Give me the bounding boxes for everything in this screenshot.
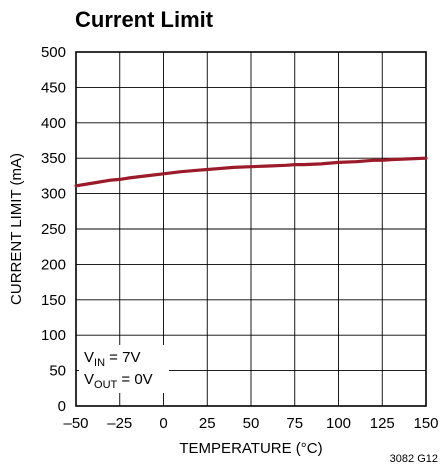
y-tick-label: 250 [41, 221, 66, 238]
x-tick-label: 150 [413, 415, 438, 432]
series-line [74, 156, 428, 188]
y-tick-label: 300 [41, 186, 66, 203]
figure-code: 3082 G12 [390, 453, 438, 465]
x-tick-label: 50 [243, 415, 260, 432]
x-tick-label: 125 [370, 415, 395, 432]
y-tick-label: 350 [41, 150, 66, 167]
y-tick-labels: 0 50 100 150 200 250 300 350 400 450 500 [41, 44, 66, 415]
y-tick-label: 400 [41, 115, 66, 132]
x-tick-label: 25 [199, 415, 216, 432]
y-tick-label: 150 [41, 292, 66, 309]
annotation-vout: VOUT = 0V [84, 371, 153, 391]
x-tick-label: –50 [63, 415, 88, 432]
data-series [74, 156, 428, 188]
annotation-box [79, 345, 169, 393]
x-axis-label: TEMPERATURE (°C) [179, 440, 322, 457]
y-tick-label: 50 [49, 363, 66, 380]
y-tick-label: 0 [58, 398, 66, 415]
y-tick-label: 500 [41, 44, 66, 61]
annotation-vin: VIN = 7V [84, 349, 140, 369]
grid-lines [76, 52, 426, 406]
y-tick-label: 100 [41, 327, 66, 344]
chart-title: Current Limit [75, 7, 214, 32]
y-tick-label: 200 [41, 256, 66, 273]
x-tick-label: 75 [286, 415, 303, 432]
x-tick-label: –25 [107, 415, 132, 432]
plot-frame [75, 51, 427, 407]
x-tick-label: 0 [159, 415, 167, 432]
y-tick-label: 450 [41, 79, 66, 96]
x-tick-labels: –50 –25 0 25 50 75 100 125 150 [63, 415, 438, 432]
y-axis-label: CURRENT LIMIT (mA) [8, 153, 25, 305]
x-tick-label: 100 [326, 415, 351, 432]
